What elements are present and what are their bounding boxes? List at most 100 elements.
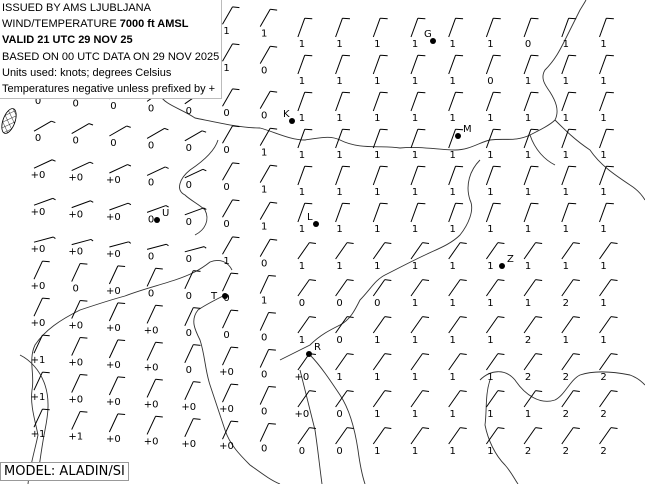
temperature-label: 1 [525,150,531,161]
wind-barb [259,201,278,220]
temperature-label: 1 [450,113,456,124]
temperature-label: 0 [148,214,154,225]
wind-barb [485,279,505,297]
wind-barb [222,383,239,403]
wind-barb [222,199,240,218]
temperature-label: 2 [600,409,606,420]
temperature-label: 1 [563,224,569,235]
temperature-label: 1 [487,446,493,457]
temperature-label: 0 [223,330,229,341]
temperature-label: 1 [525,113,531,124]
station-t: T [210,291,228,302]
temperature-label: 0 [261,259,267,270]
temperature-label: 1 [450,372,456,383]
wind-barb [297,390,316,408]
temperature-label: 1 [450,224,456,235]
wind-barb [259,348,276,368]
valid-text: VALID 21 UTC 29 NOV 25 [2,34,133,47]
temperature-label: 0 [186,180,192,191]
temperature-label: 1 [299,261,305,272]
temperature-label: +0 [144,436,159,447]
wind-barb [146,267,163,287]
wind-barb [448,17,464,38]
wind-barb [372,54,388,75]
wind-barb [335,316,354,334]
temperature-label: 1 [261,296,267,307]
wind-barb [372,165,388,186]
wind-barb [448,91,464,112]
wind-barb [485,427,505,445]
wind-barb [146,378,163,398]
temperature-label: +0 [144,325,159,336]
temperature-label: 0 [336,446,342,457]
temperature-label: 1 [412,150,418,161]
temperature-label: +0 [31,318,46,329]
temperature-label: +0 [68,173,83,184]
temperature-label: 0 [261,111,267,122]
temperature-label: 1 [487,224,493,235]
wind-barb [33,297,50,317]
wind-barb [297,17,313,38]
temperature-label: 1 [450,446,456,457]
wind-barbs [33,6,618,445]
temperature-label: 1 [600,76,606,87]
temperature-label: 0 [186,217,192,228]
wind-barb [33,120,56,132]
temperature-label: 0 [35,96,41,107]
temperature-label: 0 [186,291,192,302]
wind-barb [184,307,201,327]
wind-barb [448,390,467,408]
wind-barb [485,316,505,334]
wind-barb [599,202,614,223]
temperature-label: 1 [487,298,493,309]
wind-barb [485,353,505,371]
temperature-label: 1 [525,261,531,272]
temperature-label: 1 [450,187,456,198]
wind-barb [485,165,501,186]
station-label: K [283,109,290,120]
temperature-label: 1 [525,224,531,235]
temperature-label: 0 [223,145,229,156]
temperature-label: 2 [525,446,531,457]
temperature-label: 2 [525,372,531,383]
temperature-label: 2 [525,335,531,346]
wind-barb [523,91,539,112]
wind-barb [71,336,88,356]
station-k: K [283,109,295,124]
temperature-label: 0 [336,298,342,309]
wind-barb [599,390,618,408]
station-dot-icon [499,263,505,269]
temperature-label: 1 [600,150,606,161]
station-l: L [307,212,319,227]
wind-barb [448,165,464,186]
temperature-label: 1 [261,185,267,196]
temperature-label: 1 [487,372,493,383]
wind-barb [599,427,618,445]
temperature-label: 1 [374,446,380,457]
wind-barb [33,159,56,169]
units: Units used: knots; degrees Celsius [2,66,172,79]
wind-barb [561,202,577,223]
temperature-label: 0 [299,298,305,309]
station-dot-icon [306,351,312,357]
temperature-label: 1 [412,224,418,235]
temperature-label: 1 [223,256,229,267]
temperature-label: 1 [261,29,267,40]
temperature-label: +1 [68,432,83,443]
wind-barb [222,420,239,440]
wind-barb [184,381,201,401]
wind-barb [561,128,577,149]
wind-barb [33,408,50,428]
wind-barb [448,54,464,75]
wind-barb [222,125,240,144]
wind-barb [259,8,278,27]
temperature-label: 1 [487,261,493,272]
wind-barb [222,43,240,62]
wind-barb [222,346,239,366]
temperature-label: 1 [450,76,456,87]
wind-barb [372,242,392,260]
wind-barb [523,390,543,408]
temperature-label: +0 [31,281,46,292]
temperature-label: +0 [68,395,83,406]
wind-barb [335,279,354,297]
